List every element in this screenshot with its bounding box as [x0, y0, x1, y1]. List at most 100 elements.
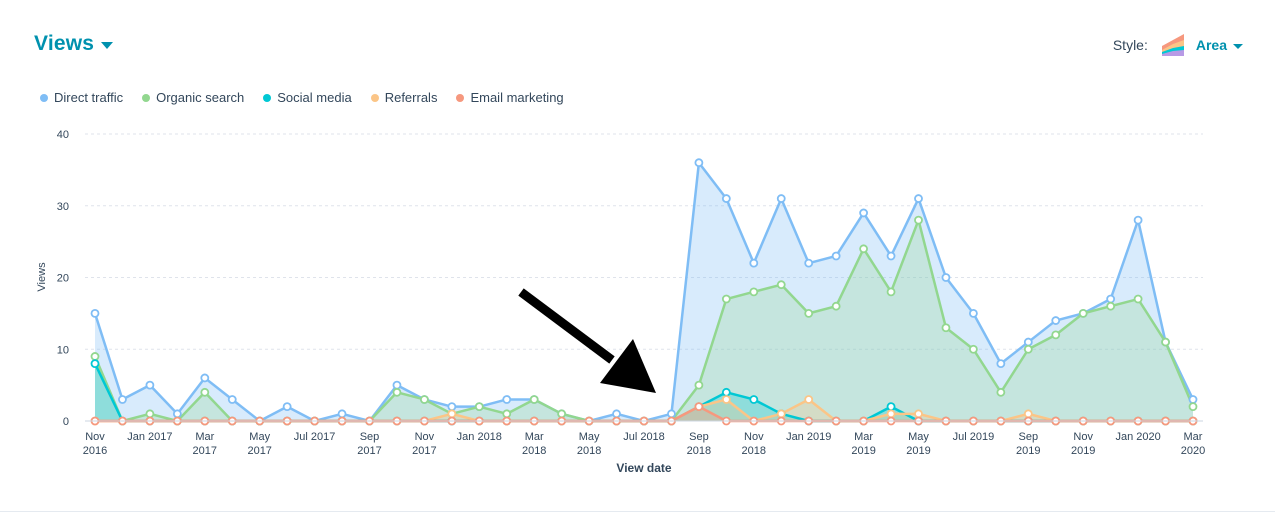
- data-point: [1051, 316, 1061, 325]
- data-point: [886, 287, 896, 297]
- x-tick-label: Mar: [1184, 431, 1203, 443]
- data-point: [831, 301, 841, 311]
- x-tick-label: Mar: [854, 431, 873, 443]
- x-tick-label: May: [249, 431, 270, 443]
- series-area: [95, 220, 1193, 421]
- data-point: [1051, 330, 1061, 340]
- x-tick-label: Jul 2019: [953, 431, 995, 443]
- series-area: [95, 162, 1193, 421]
- data-point: [859, 244, 868, 254]
- data-point: [447, 402, 457, 412]
- data-point: [474, 402, 484, 412]
- data-point: [1106, 294, 1116, 304]
- footer-divider: [0, 511, 1275, 512]
- data-point: [502, 409, 512, 419]
- data-point: [90, 308, 100, 318]
- data-point: [721, 194, 731, 203]
- chevron-down-icon: [101, 42, 114, 49]
- legend-dot: [40, 93, 48, 102]
- legend-item[interactable]: Social media: [263, 90, 352, 105]
- data-point: [776, 409, 786, 419]
- x-tick-label: Sep: [360, 431, 380, 443]
- data-point: [1188, 402, 1198, 412]
- data-point: [1023, 409, 1033, 419]
- chart-grid: [85, 133, 1203, 350]
- chart-axes: 0 10 20 30 40 Nov 2016 Jan 2017 Mar 2017 May 2017 Ju…: [36, 129, 1205, 475]
- data-point: [227, 395, 237, 404]
- data-point: [557, 409, 567, 419]
- data-point: [118, 395, 127, 404]
- x-tick-label: Nov: [1073, 431, 1093, 443]
- x-tick-label: Nov: [415, 431, 435, 443]
- x-tick-label: Nov: [85, 431, 105, 443]
- data-point: [749, 395, 759, 404]
- data-point: [831, 251, 841, 261]
- data-point: [969, 308, 978, 318]
- area-chart-icon[interactable]: [1160, 32, 1186, 58]
- x-tick-label: Nov: [744, 431, 764, 443]
- x-tick-label: Sep: [689, 431, 709, 443]
- x-tick-label: 2020: [1181, 445, 1205, 457]
- legend-item[interactable]: Direct traffic: [40, 90, 123, 105]
- x-tick-label: May: [908, 431, 929, 443]
- x-tick-label: 2018: [742, 445, 766, 457]
- data-point: [694, 158, 704, 168]
- data-point: [804, 258, 814, 268]
- x-tick-label: May: [579, 431, 600, 443]
- data-point: [1133, 294, 1143, 304]
- x-tick-label: 2018: [577, 445, 601, 457]
- legend-label: Social media: [277, 90, 352, 105]
- x-tick-label: Mar: [195, 431, 214, 443]
- y-tick-label: 30: [57, 201, 69, 213]
- data-point: [886, 251, 896, 261]
- chart-legend: Direct traffic Organic search Social med…: [40, 90, 583, 105]
- data-point: [502, 395, 512, 404]
- x-tick-label: 2016: [83, 445, 107, 457]
- x-tick-label: 2017: [247, 445, 271, 457]
- data-point: [447, 409, 457, 419]
- data-point: [90, 359, 100, 369]
- chevron-down-icon[interactable]: [1233, 43, 1243, 49]
- legend-item[interactable]: Organic search: [142, 90, 244, 105]
- x-tick-label: 2018: [687, 445, 711, 457]
- data-point: [529, 395, 539, 404]
- y-tick-label: 0: [63, 416, 69, 428]
- data-point: [1106, 301, 1116, 311]
- data-point: [1023, 344, 1033, 354]
- data-point: [694, 380, 704, 390]
- legend-dot: [370, 93, 379, 102]
- legend-label: Referrals: [384, 90, 438, 105]
- legend-label: Email marketing: [470, 90, 564, 105]
- data-point: [200, 387, 210, 397]
- data-point: [969, 344, 978, 354]
- data-point: [90, 352, 100, 361]
- data-point: [804, 308, 814, 318]
- legend-item[interactable]: Referrals: [370, 90, 438, 105]
- data-point: [667, 409, 676, 419]
- x-tick-label: Jan 2019: [786, 431, 831, 443]
- legend-dot: [142, 93, 151, 102]
- x-tick-label: 2019: [1016, 445, 1040, 457]
- data-point: [612, 409, 621, 419]
- data-point: [941, 273, 951, 282]
- report-title-dropdown[interactable]: Views: [34, 32, 114, 56]
- data-point: [941, 323, 951, 333]
- data-point: [886, 402, 896, 412]
- data-point: [145, 380, 155, 390]
- data-point: [996, 359, 1006, 369]
- annotation-arrow: [518, 288, 656, 393]
- style-value[interactable]: Area: [1195, 37, 1227, 53]
- data-point: [200, 373, 210, 383]
- x-tick-label: Sep: [1019, 431, 1039, 443]
- legend-item[interactable]: Email marketing: [456, 90, 564, 105]
- x-tick-label: 2019: [1071, 445, 1095, 457]
- x-tick-label: Jul 2018: [623, 431, 665, 443]
- x-tick-label: 2017: [193, 445, 217, 457]
- x-tick-label: 2017: [357, 445, 381, 457]
- data-point: [1188, 395, 1198, 404]
- data-point: [996, 387, 1006, 397]
- data-point: [914, 215, 923, 225]
- x-tick-label: 2019: [851, 445, 875, 457]
- data-point: [1023, 337, 1033, 347]
